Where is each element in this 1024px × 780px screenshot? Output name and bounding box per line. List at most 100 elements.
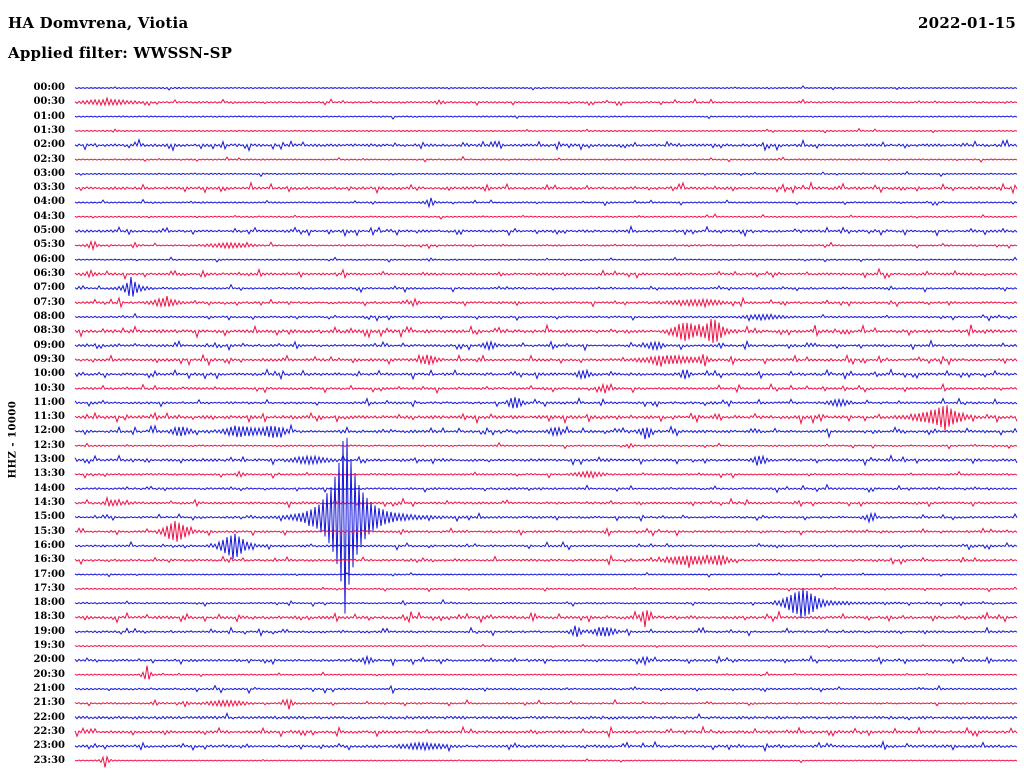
row-time-label: 23:30 (33, 754, 65, 766)
trace-row-1130 (74, 405, 1018, 431)
row-time-label: 17:30 (33, 582, 65, 594)
row-time-label: 14:00 (33, 482, 65, 494)
trace-row-0100 (74, 115, 1018, 120)
row-time-label: 11:30 (33, 411, 65, 423)
row-time-label: 18:30 (33, 611, 65, 623)
row-time-label: 23:00 (33, 740, 65, 752)
row-time-label: 20:30 (33, 668, 65, 680)
trace-row-1900 (74, 625, 1018, 638)
trace-row-1000 (74, 368, 1018, 381)
trace-row-1400 (74, 483, 1018, 494)
trace-row-0530 (74, 239, 1018, 252)
row-time-label: 21:00 (33, 683, 65, 695)
station-title: HA Domvrena, Viotia (8, 14, 189, 32)
row-time-label: 09:00 (33, 339, 65, 351)
trace-row-1230 (74, 441, 1018, 450)
row-time-label: 05:00 (33, 225, 65, 237)
row-time-label: 19:00 (33, 625, 65, 637)
row-time-label: 02:30 (33, 153, 65, 165)
trace-row-0500 (74, 224, 1018, 238)
row-time-label: 13:30 (33, 468, 65, 480)
date-label: 2022-01-15 (918, 14, 1016, 32)
row-time-label: 06:30 (33, 268, 65, 280)
trace-row-1630 (74, 554, 1018, 568)
row-time-label: 14:30 (33, 496, 65, 508)
row-time-label: 21:30 (33, 697, 65, 709)
trace-row-1730 (74, 586, 1018, 593)
trace-row-0030 (74, 96, 1018, 107)
row-time-label: 03:00 (33, 167, 65, 179)
trace-row-1430 (74, 495, 1018, 509)
trace-row-0800 (74, 312, 1018, 323)
trace-row-0600 (74, 256, 1018, 263)
row-time-label: 10:00 (33, 368, 65, 380)
row-time-label: 00:00 (33, 82, 65, 93)
filter-label: Applied filter: WWSSN-SP (8, 44, 233, 62)
row-time-label: 22:00 (33, 711, 65, 723)
trace-row-0200 (74, 138, 1018, 153)
trace-row-2130 (74, 698, 1018, 710)
trace-row-2230 (74, 725, 1018, 739)
trace-row-0230 (74, 155, 1018, 163)
row-time-label: 01:30 (33, 124, 65, 136)
trace-row-0300 (74, 170, 1018, 178)
trace-row-0400 (74, 197, 1018, 209)
trace-row-0430 (74, 213, 1018, 220)
row-time-label: 08:30 (33, 325, 65, 337)
row-time-label: 07:00 (33, 282, 65, 294)
trace-row-1930 (74, 643, 1018, 649)
trace-row-2000 (74, 654, 1018, 667)
row-time-label: 10:30 (33, 382, 65, 394)
trace-row-1200 (74, 423, 1018, 440)
trace-row-1330 (74, 469, 1018, 480)
row-time-label: 15:00 (33, 511, 65, 523)
trace-row-1100 (74, 397, 1018, 409)
row-time-label: 19:30 (33, 640, 65, 652)
row-time-label: 17:00 (33, 568, 65, 580)
trace-row-0330 (74, 180, 1018, 195)
row-time-label: 08:00 (33, 310, 65, 322)
trace-row-1800 (74, 588, 1018, 618)
time-labels-column: 00:00 00:30 01:00 01:30 02:00 02:30 03:00 03:30… (0, 0, 67, 780)
trace-row-1530 (74, 520, 1018, 542)
row-time-label: 20:00 (33, 654, 65, 666)
trace-row-1500 (74, 437, 1018, 614)
row-time-label: 09:30 (33, 353, 65, 365)
row-time-label: 06:00 (33, 253, 65, 265)
trace-row-1600 (74, 533, 1018, 560)
trace-row-1300 (74, 453, 1018, 467)
trace-row-0730 (74, 296, 1018, 309)
row-time-label: 03:30 (33, 182, 65, 194)
row-time-label: 11:00 (33, 396, 65, 408)
trace-row-1700 (74, 571, 1018, 578)
trace-row-2030 (74, 665, 1018, 680)
row-time-label: 13:00 (33, 454, 65, 466)
row-time-label: 01:00 (33, 110, 65, 122)
row-time-label: 16:00 (33, 539, 65, 551)
row-time-label: 02:00 (33, 139, 65, 151)
trace-row-0930 (74, 353, 1018, 367)
trace-row-2330 (74, 754, 1018, 768)
row-time-label: 07:30 (33, 296, 65, 308)
row-time-label: 04:00 (33, 196, 65, 208)
trace-row-2200 (74, 712, 1018, 721)
trace-row-0000 (74, 85, 1018, 91)
trace-row-1030 (74, 382, 1018, 395)
trace-row-1830 (74, 609, 1018, 628)
row-time-label: 15:30 (33, 525, 65, 537)
row-time-label: 00:30 (33, 96, 65, 108)
row-time-label: 04:30 (33, 210, 65, 222)
trace-row-0900 (74, 339, 1018, 352)
trace-row-0130 (74, 127, 1018, 134)
row-time-label: 12:00 (33, 425, 65, 437)
trace-row-0830 (74, 318, 1018, 343)
row-time-label: 12:30 (33, 439, 65, 451)
row-time-label: 22:30 (33, 725, 65, 737)
trace-row-2100 (74, 684, 1018, 695)
row-time-label: 18:00 (33, 597, 65, 609)
row-time-label: 05:30 (33, 239, 65, 251)
trace-row-0700 (74, 276, 1018, 297)
trace-row-2300 (74, 740, 1018, 753)
